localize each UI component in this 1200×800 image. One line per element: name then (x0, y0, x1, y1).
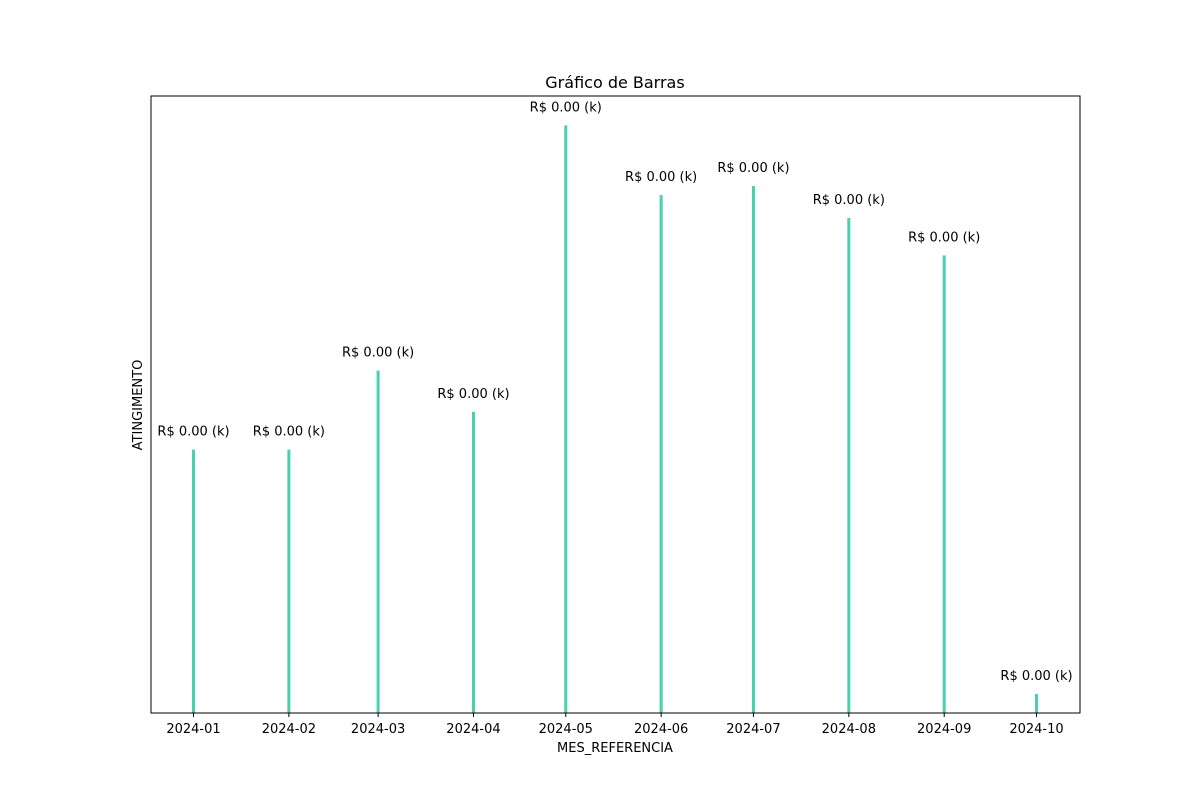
bar-2024-05 (564, 125, 568, 713)
chart-title: Gráfico de Barras (545, 73, 684, 92)
x-tick-label: 2024-01 (166, 722, 220, 737)
bar-2024-07 (751, 186, 755, 713)
bar-2024-06 (659, 195, 663, 713)
bar-value-label: R$ 0.00 (k) (437, 387, 509, 402)
x-tick-label: 2024-06 (634, 722, 688, 737)
x-tick-label: 2024-08 (822, 722, 876, 737)
bar-2024-08 (847, 217, 851, 713)
bar-value-label: R$ 0.00 (k) (625, 170, 697, 185)
bar-value-label: R$ 0.00 (k) (908, 230, 980, 245)
bar-value-label: R$ 0.00 (k) (530, 100, 602, 115)
x-tick-label: 2024-10 (1009, 722, 1063, 737)
bar-value-label: R$ 0.00 (k) (813, 193, 885, 208)
x-tick-label: 2024-05 (539, 722, 593, 737)
x-tick-label: 2024-03 (351, 722, 405, 737)
x-tick-label: 2024-09 (917, 722, 971, 737)
bar-value-label: R$ 0.00 (k) (253, 425, 325, 440)
x-tick-label: 2024-07 (726, 722, 780, 737)
bar-value-label: R$ 0.00 (k) (717, 161, 789, 176)
bar-value-label: R$ 0.00 (k) (1000, 669, 1072, 684)
bar-value-label: R$ 0.00 (k) (157, 425, 229, 440)
x-tick-label: 2024-04 (446, 722, 500, 737)
bar-2024-04 (471, 411, 475, 713)
plot-area-frame (150, 95, 1081, 714)
x-axis-ticks: 2024-01 2024-02 2024-03 2024-04 2024-05 2024-… (166, 713, 1064, 737)
bar-value-label: R$ 0.00 (k) (342, 346, 414, 361)
bar-2024-01 (192, 449, 195, 713)
bar-labels-group: R$ 0.00 (k) R$ 0.00 (k) R$ 0.00 (k) R$ 0.00… (157, 100, 1072, 684)
bars-group (192, 125, 1038, 713)
bar-2024-09 (942, 255, 946, 713)
bar-2024-03 (376, 370, 380, 713)
x-axis-label: MES_REFERENCIA (557, 741, 673, 756)
bar-2024-02 (287, 449, 291, 713)
bar-2024-10 (1035, 693, 1038, 713)
x-tick-label: 2024-02 (262, 722, 316, 737)
y-axis-label: ATINGIMENTO (131, 360, 146, 451)
